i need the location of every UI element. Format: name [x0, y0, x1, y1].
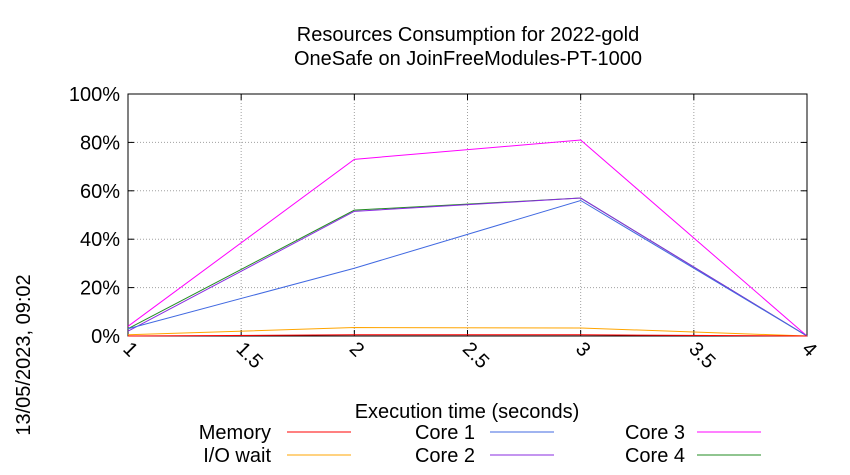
legend-label: I/O wait [203, 445, 271, 467]
y-tick-label: 0% [91, 326, 120, 348]
x-tick-label: 2 [345, 338, 368, 361]
series-line-memory [127, 334, 808, 337]
x-tick-label: 3.5 [684, 338, 719, 373]
x-tick-label: 1 [118, 338, 141, 361]
x-tick-label: 4 [797, 338, 820, 361]
x-axis-label: Execution time (seconds) [355, 401, 580, 423]
series-lines [127, 139, 808, 337]
legend-label: Core 3 [625, 422, 685, 444]
series-line-core-3 [127, 139, 808, 337]
series-line-core-2 [127, 197, 808, 337]
legend-label: Core 1 [415, 422, 475, 444]
y-tick-label: 100% [69, 84, 120, 106]
series-line-core-1 [127, 199, 808, 337]
legend-label: Memory [199, 422, 271, 444]
y-tick-label: 80% [80, 132, 120, 154]
y-tick-label: 40% [80, 229, 120, 251]
legend-label: Core 2 [415, 445, 475, 467]
x-tick-label: 1.5 [232, 338, 267, 373]
grid [127, 93, 808, 337]
y-tick-label: 60% [80, 181, 120, 203]
y-axis-ticks: 0% 20% 40% 60% 80% 100% [69, 84, 807, 348]
chart-title-line-2: OneSafe on JoinFreeModules-PT-1000 [294, 48, 642, 70]
timestamp-label: 13/05/2023, 09:02 [13, 274, 35, 435]
x-tick-label: 3 [571, 338, 594, 361]
chart-title-line-1: Resources Consumption for 2022-gold [297, 24, 639, 46]
series-line-core-4 [127, 197, 808, 337]
y-tick-label: 20% [80, 278, 120, 300]
series-line-i-o-wait [127, 327, 808, 337]
legend-label: Core 4 [625, 445, 685, 467]
x-tick-label: 2.5 [458, 338, 493, 373]
